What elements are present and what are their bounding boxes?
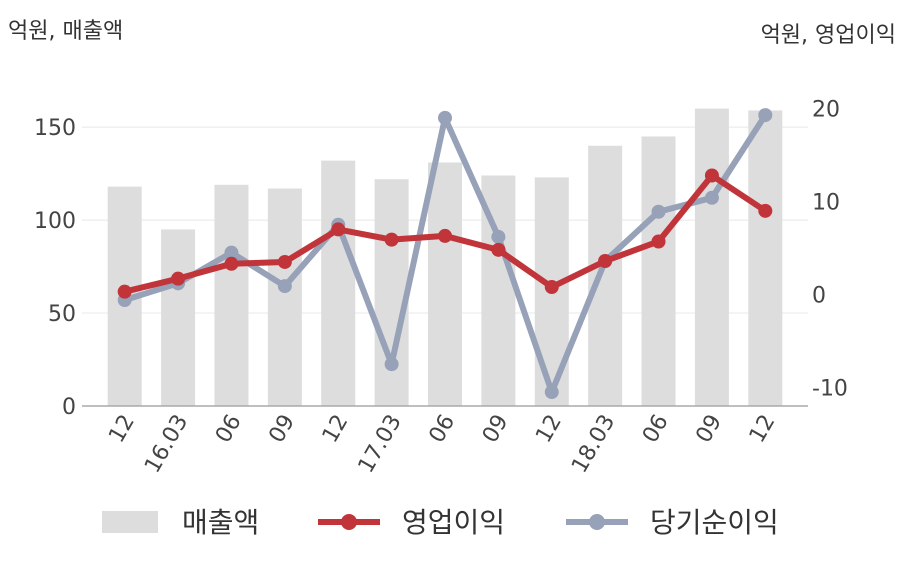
- data-point: [438, 228, 452, 243]
- x-tick-label: 16.03: [140, 411, 193, 478]
- x-tick-label: 17.03: [354, 411, 407, 478]
- data-point: [704, 190, 719, 205]
- data-point: [758, 203, 773, 218]
- legend-swatch-marker: [589, 514, 605, 530]
- bar: [321, 160, 356, 406]
- x-tick-label: 12: [318, 411, 354, 448]
- right-tick-label: -10: [812, 376, 848, 401]
- data-point: [277, 254, 292, 269]
- x-tick-label: 12: [531, 411, 567, 448]
- data-point: [171, 271, 186, 286]
- bar: [748, 110, 783, 407]
- data-point: [384, 232, 399, 247]
- data-point: [651, 234, 666, 249]
- legend-swatch-bar: [102, 511, 158, 533]
- legend: 매출액 영업이익 당기순이익: [102, 506, 779, 539]
- data-point: [491, 229, 506, 244]
- left-tick-label: 100: [34, 209, 76, 234]
- line-series: [117, 108, 773, 400]
- data-point: [544, 280, 559, 295]
- bar: [428, 162, 462, 406]
- bar: [161, 229, 196, 406]
- data-point: [384, 357, 399, 372]
- data-point: [758, 108, 773, 123]
- bar: [694, 108, 729, 407]
- x-tick-label: 12: [745, 411, 781, 448]
- data-point: [491, 242, 506, 257]
- bar: [374, 179, 409, 406]
- x-tick-label: 06: [638, 411, 674, 448]
- right-y-axis: -10 0 10 20: [812, 98, 848, 402]
- bar: [641, 136, 676, 406]
- right-axis-title: 억원, 영업이익: [761, 23, 896, 48]
- x-tick-label: 12: [104, 411, 140, 448]
- bar: [214, 184, 249, 406]
- left-y-axis: 0 50 100 150: [34, 116, 76, 420]
- x-tick-label: 09: [691, 411, 727, 448]
- data-point: [277, 279, 292, 294]
- x-tick-label: 06: [425, 411, 461, 448]
- legend-swatch-marker: [341, 514, 357, 530]
- x-tick-label: 09: [264, 411, 300, 448]
- data-point: [331, 222, 346, 237]
- left-tick-label: 50: [48, 302, 76, 327]
- data-point: [224, 245, 239, 260]
- data-point: [544, 385, 559, 400]
- data-point: [224, 256, 239, 271]
- x-tick-label: 06: [211, 411, 247, 448]
- data-point: [117, 284, 132, 299]
- bar: [588, 145, 623, 406]
- right-tick-label: 20: [812, 98, 840, 123]
- left-tick-label: 0: [62, 395, 76, 420]
- x-tick-label: 09: [478, 411, 514, 448]
- right-tick-label: 10: [812, 191, 840, 216]
- x-tick-label: 18.03: [567, 411, 620, 478]
- bar: [267, 188, 302, 406]
- data-point: [651, 204, 666, 219]
- data-point: [438, 110, 452, 125]
- legend-label: 당기순이익: [650, 506, 779, 539]
- left-tick-label: 150: [34, 116, 76, 141]
- bar-series: [107, 108, 783, 407]
- legend-label: 영업이익: [402, 506, 505, 539]
- data-point: [704, 168, 719, 183]
- left-axis-title: 억원, 매출액: [8, 19, 123, 44]
- data-point: [598, 254, 613, 269]
- right-tick-label: 0: [812, 283, 826, 308]
- legend-label: 매출액: [182, 506, 259, 539]
- x-axis-ticks: 12 16.03 06 09 12 17.03 06 09 12 18.03 06 09 12: [104, 411, 780, 478]
